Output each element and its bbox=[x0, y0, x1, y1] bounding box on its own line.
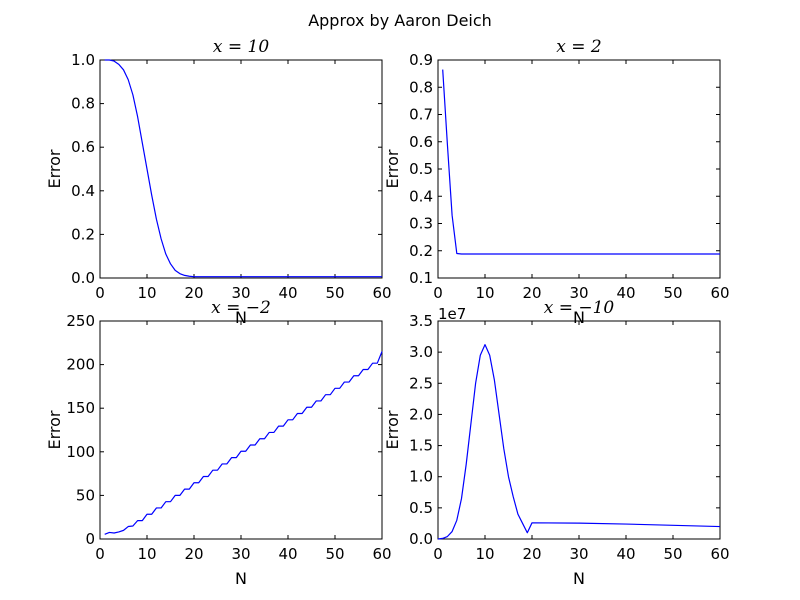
y-axis-label: Error bbox=[45, 149, 64, 188]
x-tick-label: 30 bbox=[569, 284, 588, 302]
series-line-1 bbox=[437, 344, 721, 540]
subplot-1: x = 10 0 10 20 30 40 50 60 0.0 0.2 0.4 0.6 0.8 1.0 N Er… bbox=[45, 37, 392, 327]
x-tick-label: 40 bbox=[278, 284, 297, 302]
y-axis-label: Error bbox=[383, 149, 402, 188]
figure-suptitle: Approx by Aaron Deich bbox=[308, 11, 492, 30]
x-tick-label: 40 bbox=[278, 545, 297, 563]
y-axis-label: Error bbox=[45, 410, 64, 449]
series-line-1 bbox=[442, 69, 720, 255]
x-tick-label: 20 bbox=[184, 284, 203, 302]
x-tick-label: 10 bbox=[475, 284, 494, 302]
y-tick-label: 0.8 bbox=[409, 78, 433, 96]
x-tick-label: 10 bbox=[475, 545, 494, 563]
y-tick-label: 1.0 bbox=[409, 468, 433, 486]
subplot-title: x = 10 bbox=[213, 37, 269, 57]
subplot-4: x = −10 0 10 20 30 40 50 60 0.0 0.5 1.0 1.5 2.0 2.5 3.… bbox=[383, 298, 730, 588]
y-offset-label: 1e7 bbox=[438, 305, 466, 323]
x-tick-label: 50 bbox=[325, 545, 344, 563]
x-tick-label: 40 bbox=[616, 284, 635, 302]
y-tick-label: 0.3 bbox=[409, 215, 433, 233]
axes-frame bbox=[437, 59, 721, 279]
y-tick-label: 0.5 bbox=[409, 160, 433, 178]
x-tick-label: 30 bbox=[569, 545, 588, 563]
subplot-3: x = −2 0 10 20 30 40 50 60 0 50 100 150 200 250 N Error bbox=[45, 298, 392, 588]
y-tick-label: 0.0 bbox=[71, 269, 95, 287]
x-tick-label: 50 bbox=[663, 284, 682, 302]
x-tick-label: 60 bbox=[372, 284, 391, 302]
x-tick-label: 10 bbox=[137, 545, 156, 563]
x-tick-label: 0 bbox=[95, 545, 105, 563]
y-tick-label: 3.0 bbox=[409, 343, 433, 361]
y-tick-label: 0.1 bbox=[409, 269, 433, 287]
y-tick-label: 50 bbox=[76, 486, 95, 504]
x-axis-label: N bbox=[573, 569, 585, 588]
y-tick-label: 0.4 bbox=[71, 182, 95, 200]
x-tick-label: 0 bbox=[433, 284, 443, 302]
y-tick-label: 0.2 bbox=[71, 225, 95, 243]
y-tick-label: 0.2 bbox=[409, 242, 433, 260]
x-axis-label: N bbox=[235, 569, 247, 588]
subplot-grid: x = 10 0 10 20 30 40 50 60 0.0 0.2 0.4 0.6 0.8 1.0 N Er… bbox=[45, 37, 730, 588]
y-tick-label: 0.5 bbox=[409, 499, 433, 517]
y-tick-label: 0.6 bbox=[409, 133, 433, 151]
y-tick-label: 200 bbox=[66, 356, 95, 374]
x-axis-label: N bbox=[573, 308, 585, 327]
x-tick-label: 30 bbox=[231, 284, 250, 302]
subplot-2: x = 2 0 10 20 30 40 50 60 0.1 0.2 0.3 0.4 0.5 0.6 0.7 0… bbox=[383, 37, 730, 327]
y-tick-label: 0.8 bbox=[71, 95, 95, 113]
x-tick-label: 60 bbox=[372, 545, 391, 563]
y-tick-label: 0.4 bbox=[409, 187, 433, 205]
series-line-1 bbox=[104, 351, 383, 535]
x-tick-label: 0 bbox=[95, 284, 105, 302]
x-tick-label: 20 bbox=[522, 284, 541, 302]
x-tick-label: 40 bbox=[616, 545, 635, 563]
y-tick-label: 0.0 bbox=[409, 530, 433, 548]
x-tick-label: 30 bbox=[231, 545, 250, 563]
y-tick-label: 100 bbox=[66, 443, 95, 461]
x-tick-label: 0 bbox=[433, 545, 443, 563]
series-line-1 bbox=[104, 59, 382, 278]
x-tick-label: 60 bbox=[710, 284, 729, 302]
axes-frame bbox=[99, 320, 383, 540]
x-tick-label: 10 bbox=[137, 284, 156, 302]
y-tick-label: 0 bbox=[85, 530, 95, 548]
subplot-title: x = 2 bbox=[556, 37, 601, 57]
x-axis-label: N bbox=[235, 308, 247, 327]
subplot-title: x = −2 bbox=[211, 298, 271, 318]
x-tick-label: 50 bbox=[663, 545, 682, 563]
y-tick-label: 1.0 bbox=[71, 51, 95, 69]
axes-frame bbox=[99, 59, 383, 279]
x-tick-label: 20 bbox=[184, 545, 203, 563]
x-tick-label: 60 bbox=[710, 545, 729, 563]
subplot-title: x = −10 bbox=[544, 298, 615, 318]
y-tick-label: 0.6 bbox=[71, 138, 95, 156]
y-tick-label: 1.5 bbox=[409, 437, 433, 455]
y-tick-label: 3.5 bbox=[409, 312, 433, 330]
axes-frame bbox=[437, 320, 721, 540]
x-tick-label: 50 bbox=[325, 284, 344, 302]
x-tick-label: 20 bbox=[522, 545, 541, 563]
y-tick-label: 150 bbox=[66, 399, 95, 417]
y-tick-label: 2.5 bbox=[409, 374, 433, 392]
y-tick-label: 0.7 bbox=[409, 106, 433, 124]
y-axis-label: Error bbox=[383, 410, 402, 449]
y-tick-label: 2.0 bbox=[409, 405, 433, 423]
y-tick-label: 250 bbox=[66, 312, 95, 330]
y-tick-label: 0.9 bbox=[409, 51, 433, 69]
